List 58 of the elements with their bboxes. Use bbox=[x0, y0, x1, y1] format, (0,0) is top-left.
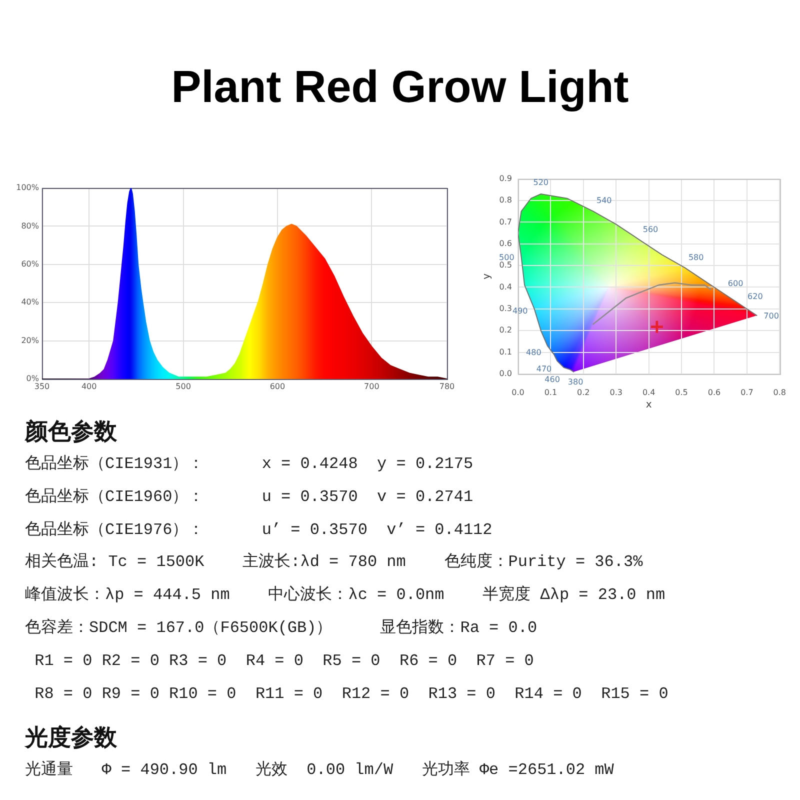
x-tick-label: 500 bbox=[176, 382, 191, 391]
annotation: 600 bbox=[728, 278, 744, 288]
annotation: 500 bbox=[499, 252, 514, 262]
annotation: 620 bbox=[748, 292, 763, 302]
text: 色品坐标（CIE1931）： x = 0.4248 y = 0.2175 bbox=[25, 454, 474, 475]
x-tick-label: 0.2 bbox=[577, 388, 590, 397]
x-tick-label: 0.8 bbox=[773, 388, 786, 397]
annotation: 490 bbox=[512, 306, 528, 316]
annotation: 480 bbox=[526, 348, 542, 358]
annotation: 540 bbox=[596, 196, 612, 206]
x-tick-label: 0.1 bbox=[544, 388, 558, 397]
y-tick-label: 0.1 bbox=[499, 347, 512, 356]
y-tick-label: 0.4 bbox=[499, 282, 512, 292]
x-tick-label: 780 bbox=[439, 382, 455, 391]
text: 色品坐标（CIE1976）： u’ = 0.3570 v’ = 0.4112 bbox=[25, 520, 494, 541]
y-tick-label: 60% bbox=[21, 259, 40, 268]
y-tick-label: 0.8 bbox=[499, 196, 512, 205]
text: 峰值波长：λp = 444.5 nm 中心波长：λc = 0.0nm 半宽度 Δλp = 23.0 nm bbox=[25, 584, 666, 606]
text: R8 = 0 R9 = 0 R10 = 0 R11 = 0 R12 = 0 R13 = 0 R14 = 0 R15 = 0 bbox=[34, 684, 670, 705]
y-tick-label: 100% bbox=[16, 183, 40, 192]
y-tick-label: 0% bbox=[26, 374, 40, 384]
x-tick-label: 0.0 bbox=[512, 388, 524, 397]
text: 色容差：SDCM = 167.0（F6500K(GB)） 显色指数：Ra = 0.0 bbox=[25, 618, 538, 639]
y-tick-label: 0.5 bbox=[499, 260, 512, 270]
y-tick-label: 0.9 bbox=[499, 174, 512, 183]
annotation: 520 bbox=[533, 178, 549, 188]
text: 光通量 Φ = 490.90 lm 光效 0.00 lm/W 光功率 Φe =2651.02 mW bbox=[25, 760, 615, 781]
annotation: 560 bbox=[642, 224, 658, 234]
y-tick-label: 0.6 bbox=[499, 238, 512, 248]
x-tick-label: 0.5 bbox=[675, 388, 688, 397]
x-axis-title: x bbox=[646, 400, 652, 411]
y-tick-label: 0.7 bbox=[499, 217, 512, 226]
text: R1 = 0 R2 = 0 R3 = 0 R4 = 0 R5 = 0 R6 = 0 R7 = 0 bbox=[34, 650, 535, 672]
text: 光度参数 bbox=[25, 724, 118, 753]
text: 颜色参数 bbox=[25, 418, 118, 447]
y-tick-label: 0.2 bbox=[499, 326, 512, 335]
y-axis-title: y bbox=[482, 273, 493, 280]
y-tick-label: 40% bbox=[21, 298, 40, 307]
annotation: 380 bbox=[568, 378, 584, 387]
x-tick-label: 350 bbox=[34, 382, 50, 391]
annotation: 460 bbox=[544, 375, 560, 384]
y-tick-label: 80% bbox=[21, 221, 40, 230]
x-tick-label: 0.3 bbox=[610, 388, 622, 397]
y-tick-label: 0.0 bbox=[499, 369, 512, 378]
x-tick-label: 0.4 bbox=[642, 388, 656, 397]
y-tick-label: 20% bbox=[21, 336, 40, 345]
text: 色品坐标（CIE1960）： u = 0.3570 v = 0.2741 bbox=[25, 486, 474, 508]
x-tick-label: 700 bbox=[364, 382, 380, 391]
annotation: 470 bbox=[536, 364, 552, 374]
x-tick-label: 600 bbox=[270, 382, 286, 391]
text: 相关色温: Tc = 1500K 主波长:λd = 780 nm 色纯度：Purity = 36.3% bbox=[25, 552, 644, 574]
annotation: 580 bbox=[688, 252, 704, 262]
annotation: 700 bbox=[764, 312, 779, 321]
x-tick-label: 400 bbox=[81, 382, 97, 391]
y-tick-label: 0.3 bbox=[499, 304, 512, 314]
x-tick-label: 0.7 bbox=[740, 388, 754, 397]
chart-title: Plant Red Grow Light bbox=[170, 60, 630, 114]
x-tick-label: 0.6 bbox=[708, 388, 721, 397]
